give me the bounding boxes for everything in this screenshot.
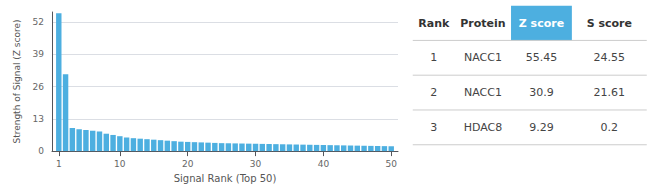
svg-text:52: 52	[33, 17, 44, 27]
svg-text:30.9: 30.9	[529, 86, 554, 99]
svg-text:26: 26	[33, 82, 45, 92]
svg-text:0.2: 0.2	[601, 121, 619, 134]
svg-text:10: 10	[114, 159, 126, 169]
svg-text:30: 30	[250, 159, 262, 169]
svg-text:2: 2	[430, 86, 437, 99]
svg-text:13: 13	[33, 114, 44, 124]
svg-text:NACC1: NACC1	[464, 51, 502, 64]
svg-text:0: 0	[38, 146, 44, 156]
svg-text:50: 50	[385, 159, 397, 169]
svg-text:3: 3	[430, 121, 437, 134]
svg-text:1: 1	[56, 159, 62, 169]
svg-text:1: 1	[430, 51, 437, 64]
svg-text:Signal Rank (Top 50): Signal Rank (Top 50)	[174, 173, 277, 184]
svg-text:Strength of Signal (Z score): Strength of Signal (Z score)	[12, 20, 22, 144]
svg-text:Z score: Z score	[519, 17, 564, 30]
svg-text:21.61: 21.61	[594, 86, 626, 99]
svg-text:9.29: 9.29	[529, 121, 554, 134]
svg-text:20: 20	[182, 159, 194, 169]
svg-text:40: 40	[318, 159, 330, 169]
svg-text:NACC1: NACC1	[464, 86, 502, 99]
svg-text:Rank: Rank	[418, 17, 450, 30]
svg-text:39: 39	[33, 49, 45, 59]
svg-text:24.55: 24.55	[594, 51, 626, 64]
svg-text:55.45: 55.45	[526, 51, 558, 64]
svg-text:S score: S score	[587, 17, 632, 30]
svg-text:Protein: Protein	[460, 17, 505, 30]
svg-text:HDAC8: HDAC8	[464, 121, 503, 134]
